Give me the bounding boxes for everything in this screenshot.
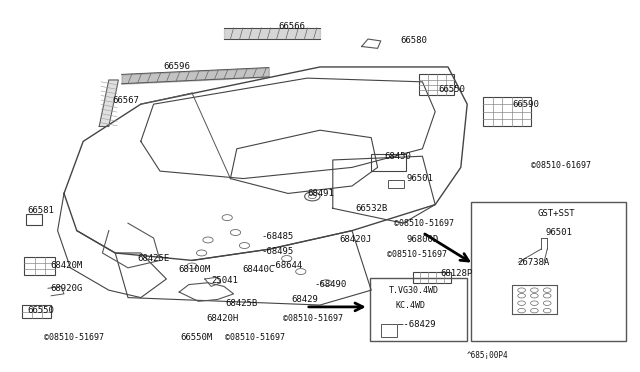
Text: 66532B: 66532B (355, 204, 387, 213)
Text: 66550: 66550 (438, 85, 465, 94)
Bar (419, 74, 454, 95)
Bar (413, 272, 451, 283)
Text: -68490: -68490 (315, 280, 347, 289)
Text: 68420H: 68420H (206, 314, 238, 323)
Text: 68429: 68429 (291, 295, 318, 304)
Text: 68450: 68450 (384, 152, 411, 161)
Bar (381, 324, 397, 337)
Text: 66581: 66581 (27, 206, 54, 215)
Text: T.VG30.4WD: T.VG30.4WD (389, 286, 439, 295)
Text: ©08510-51697: ©08510-51697 (225, 333, 285, 342)
Text: 68420J: 68420J (339, 235, 371, 244)
Text: 66550M: 66550M (180, 333, 212, 342)
Text: 68491: 68491 (307, 189, 334, 198)
Text: -68644: -68644 (270, 262, 302, 270)
Text: ©08510-51697: ©08510-51697 (394, 219, 454, 228)
Text: GST+SST: GST+SST (538, 209, 575, 218)
Bar (22, 305, 51, 318)
Text: 66590: 66590 (512, 100, 539, 109)
Text: 66567: 66567 (112, 96, 139, 105)
Bar (471, 202, 626, 341)
Text: 68420M: 68420M (50, 262, 82, 270)
Text: 68440C: 68440C (242, 265, 274, 274)
Bar (371, 154, 406, 171)
Bar (483, 97, 531, 126)
Text: 66566: 66566 (278, 22, 305, 31)
Text: 25041: 25041 (211, 276, 238, 285)
Text: ©08510-51697: ©08510-51697 (387, 250, 447, 259)
Text: 66550: 66550 (27, 306, 54, 315)
Text: ^685¡00P4: ^685¡00P4 (467, 351, 509, 360)
Bar (26, 214, 42, 225)
Text: ©08510-61697: ©08510-61697 (531, 161, 591, 170)
Text: KC.4WD: KC.4WD (396, 301, 426, 310)
Text: 68920G: 68920G (50, 284, 82, 293)
Text: 96501: 96501 (406, 174, 433, 183)
Text: 68425E: 68425E (138, 254, 170, 263)
Text: 68425B: 68425B (225, 299, 257, 308)
Text: ―-68429: ―-68429 (398, 320, 436, 329)
Text: 26738A: 26738A (517, 258, 549, 267)
Text: -68485: -68485 (261, 232, 293, 241)
Text: 68128P: 68128P (440, 269, 472, 278)
Bar (24, 257, 55, 275)
Polygon shape (99, 80, 118, 126)
Text: 68100M: 68100M (178, 265, 210, 274)
Text: ©08510-51697: ©08510-51697 (44, 333, 104, 342)
Text: 66596: 66596 (163, 62, 190, 71)
Bar (370, 278, 467, 341)
Text: 66580: 66580 (400, 36, 427, 45)
Text: ©08510-51697: ©08510-51697 (283, 314, 343, 323)
Text: -68495: -68495 (261, 247, 293, 256)
Bar (388, 180, 404, 188)
Text: 96800D: 96800D (406, 235, 438, 244)
Text: 96501: 96501 (545, 228, 572, 237)
